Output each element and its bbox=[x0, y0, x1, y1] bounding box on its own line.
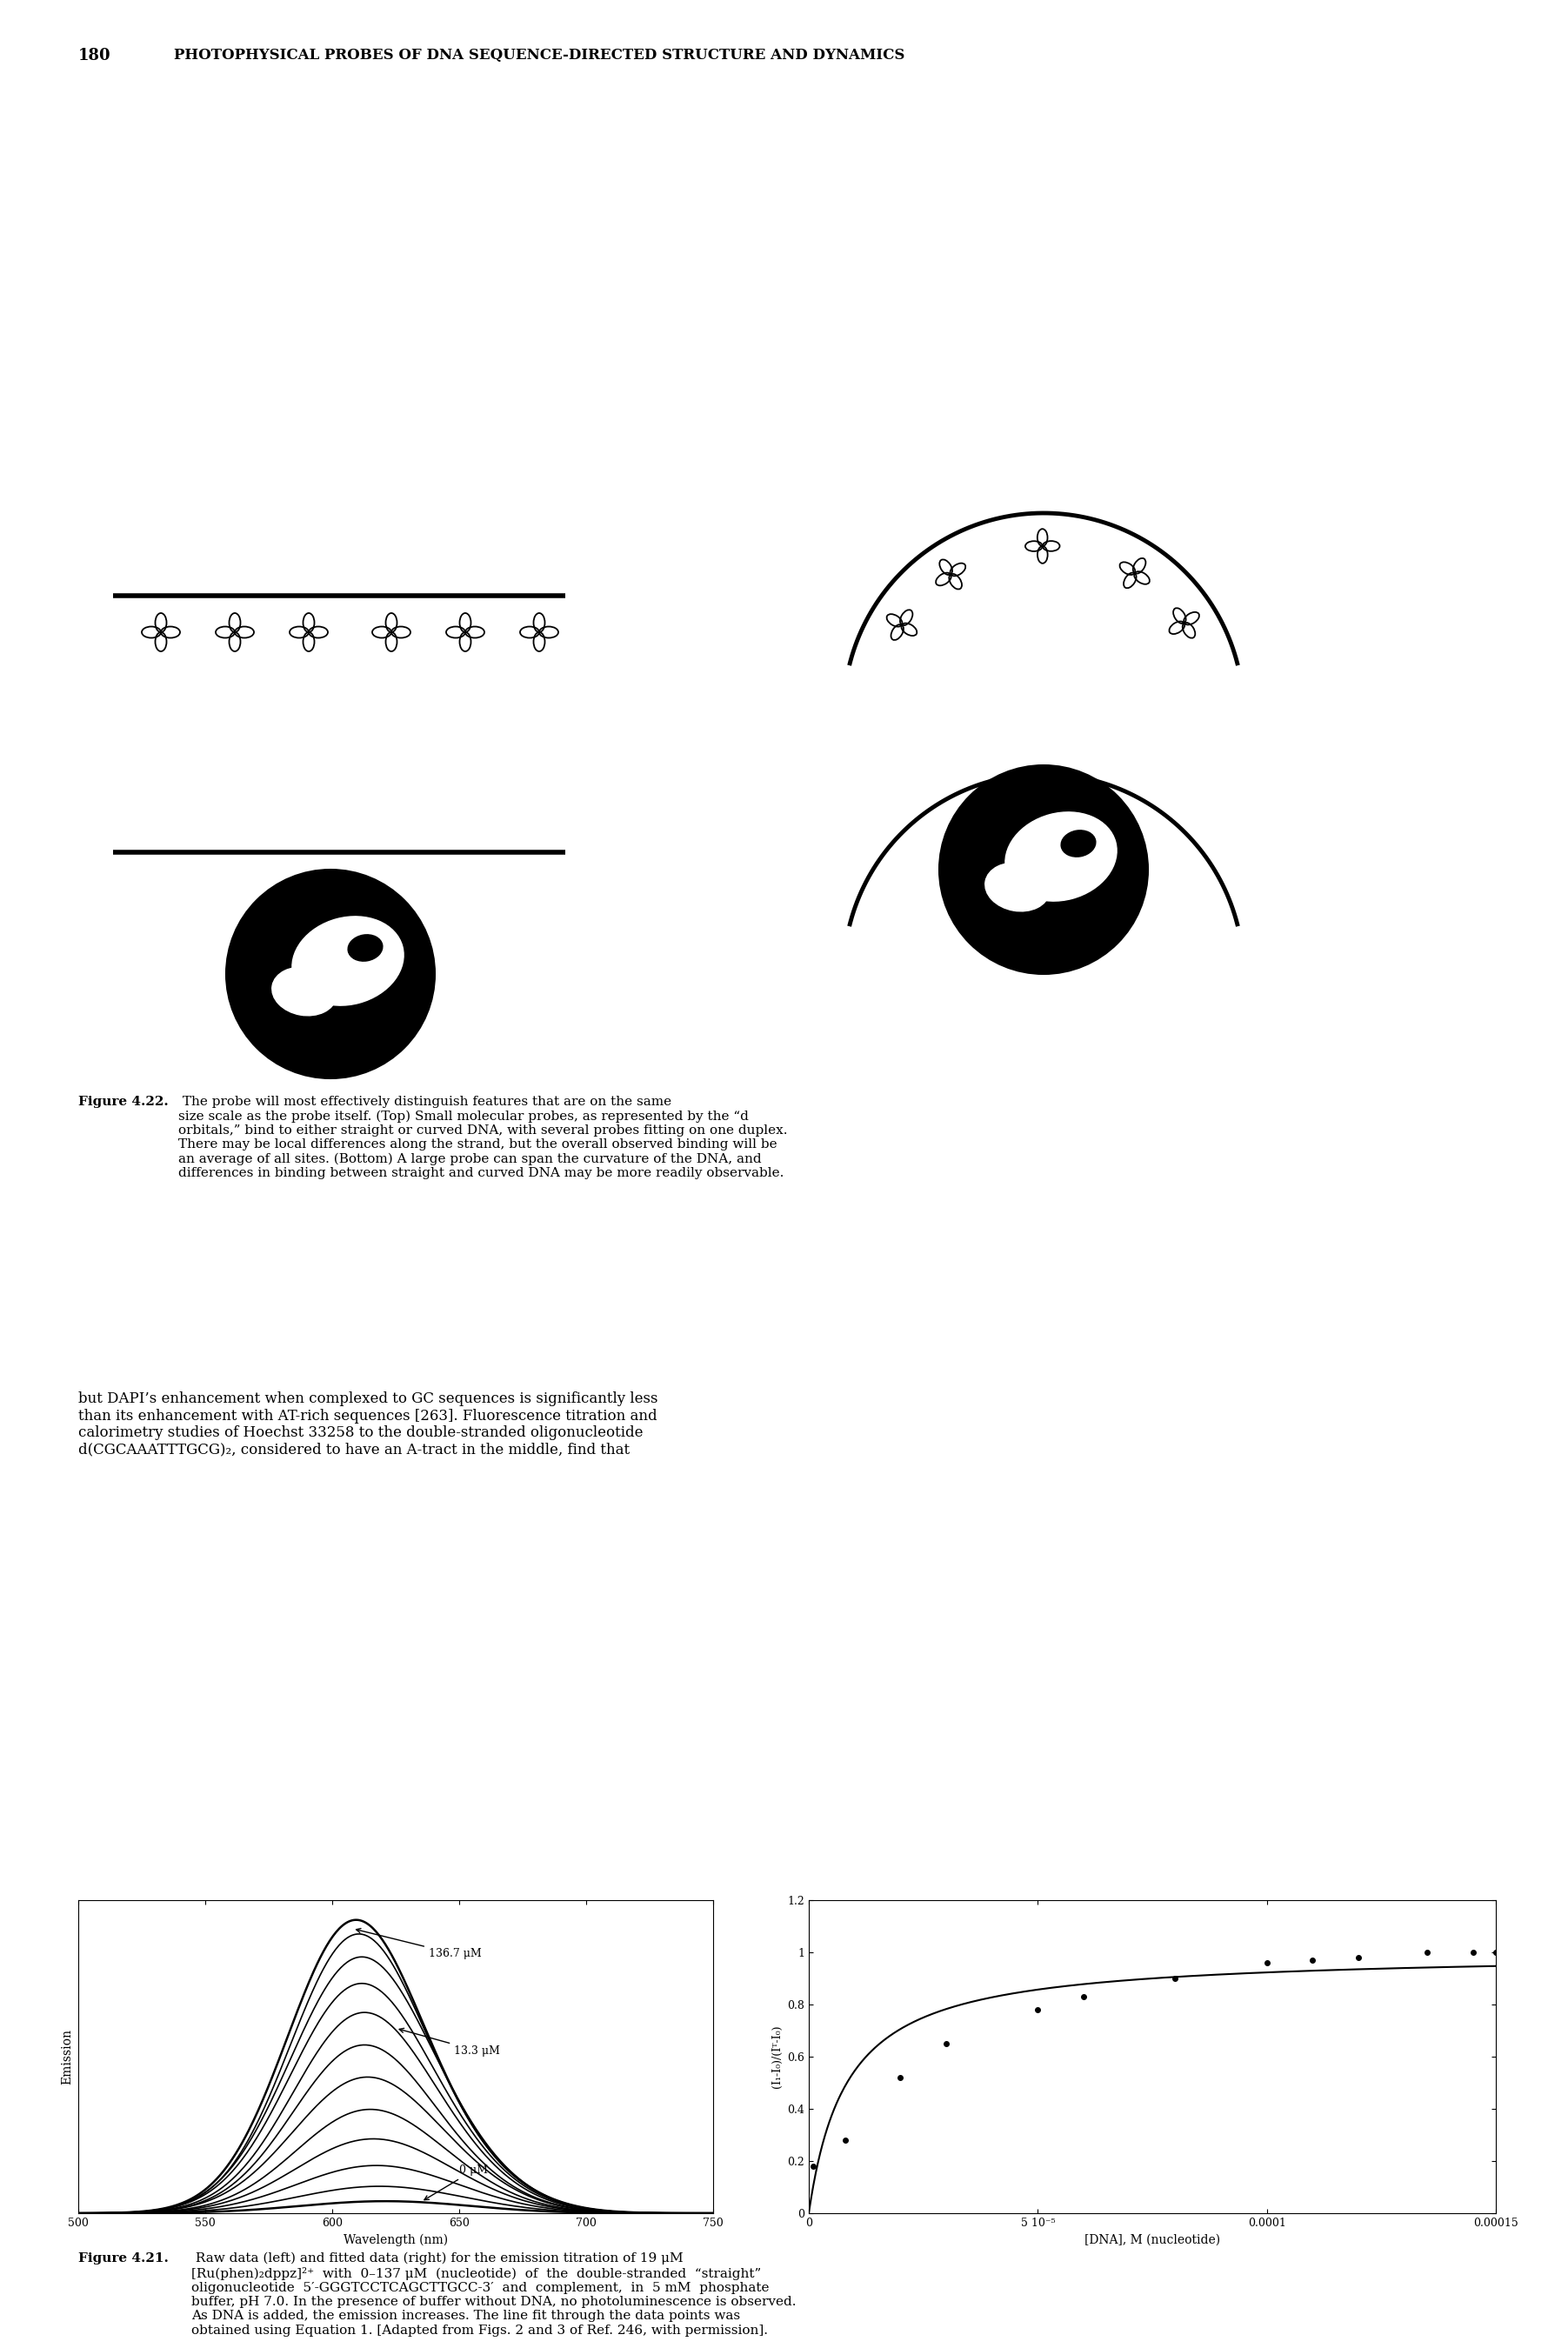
Text: Figure 4.22.: Figure 4.22. bbox=[78, 1097, 168, 1108]
X-axis label: [DNA], M (nucleotide): [DNA], M (nucleotide) bbox=[1085, 2233, 1220, 2245]
Text: but DAPI’s enhancement when complexed to GC sequences is significantly less
than: but DAPI’s enhancement when complexed to… bbox=[78, 1392, 659, 1458]
Text: Raw data (left) and fitted data (right) for the emission titration of 19 μM
[Ru(: Raw data (left) and fitted data (right) … bbox=[191, 2252, 797, 2336]
Ellipse shape bbox=[1062, 831, 1096, 857]
Ellipse shape bbox=[1005, 812, 1116, 902]
Text: Figure 4.21.: Figure 4.21. bbox=[78, 2252, 169, 2263]
Ellipse shape bbox=[985, 862, 1051, 911]
Text: 0 μM: 0 μM bbox=[425, 2165, 488, 2200]
Text: 136.7 μM: 136.7 μM bbox=[356, 1928, 481, 1961]
Text: 180: 180 bbox=[78, 47, 111, 63]
Text: PHOTOPHYSICAL PROBES OF DNA SEQUENCE-DIRECTED STRUCTURE AND DYNAMICS: PHOTOPHYSICAL PROBES OF DNA SEQUENCE-DIR… bbox=[174, 47, 905, 63]
Ellipse shape bbox=[292, 916, 403, 1005]
Ellipse shape bbox=[348, 935, 383, 960]
Y-axis label: Emission: Emission bbox=[61, 2029, 74, 2085]
X-axis label: Wavelength (nm): Wavelength (nm) bbox=[343, 2233, 448, 2247]
Ellipse shape bbox=[271, 967, 337, 1017]
Circle shape bbox=[226, 869, 434, 1078]
Circle shape bbox=[939, 765, 1148, 974]
Text: The probe will most effectively distinguish features that are on the same
size s: The probe will most effectively distingu… bbox=[179, 1097, 787, 1179]
Y-axis label: (I₁-I₀)/(Iᵀ-I₀): (I₁-I₀)/(Iᵀ-I₀) bbox=[771, 2024, 782, 2087]
Text: 13.3 μM: 13.3 μM bbox=[400, 2029, 500, 2057]
